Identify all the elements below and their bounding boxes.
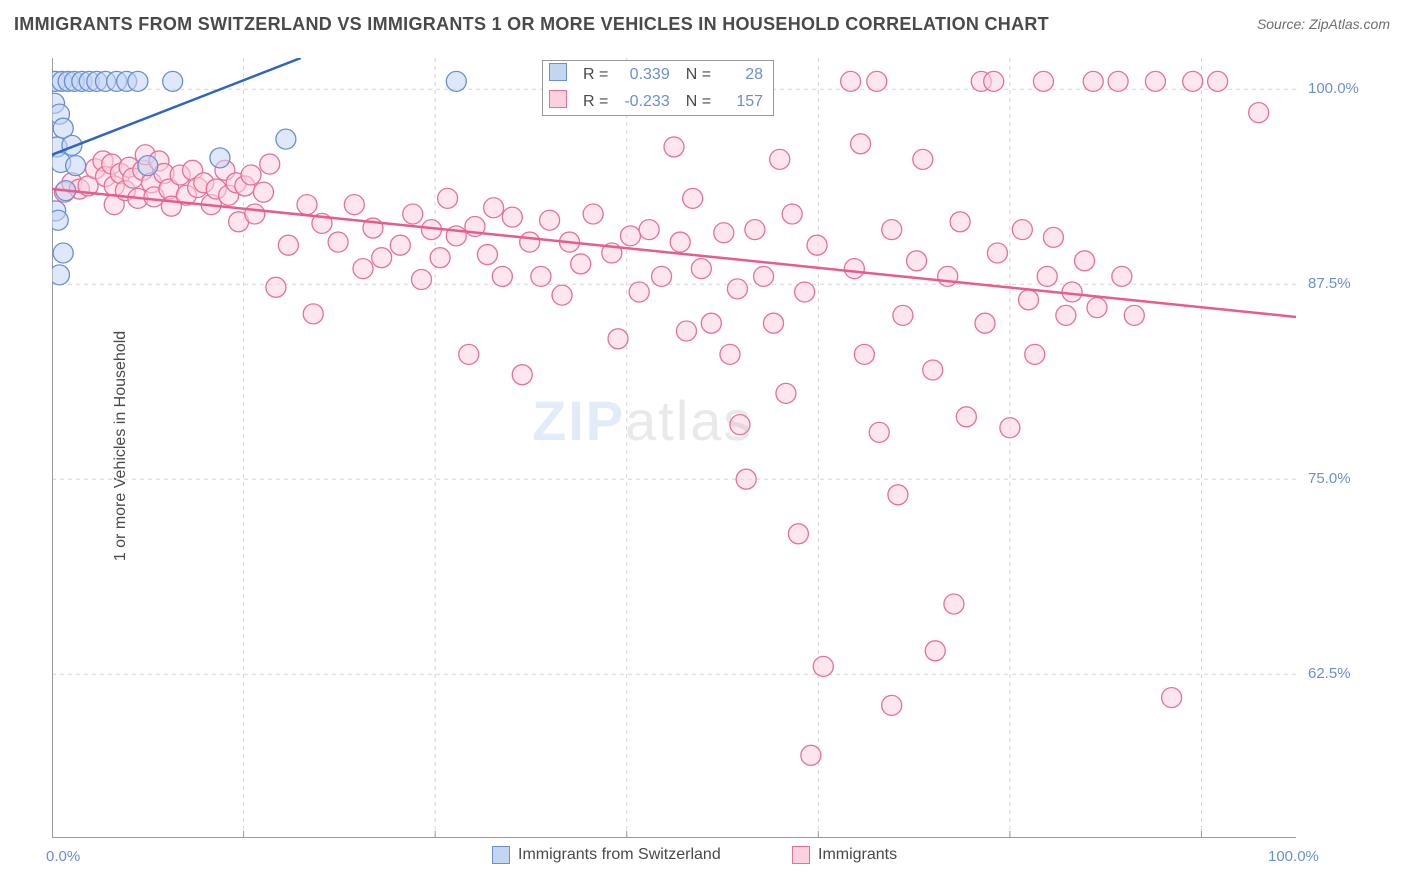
x-tick-label: 0.0%: [46, 848, 80, 865]
legend-r-label: R =: [577, 88, 618, 115]
source-attribution: Source: ZipAtlas.com: [1257, 16, 1390, 32]
bottom-legend-pink: Immigrants: [792, 846, 897, 864]
legend-swatch-pink: [549, 90, 567, 108]
legend-r-label: R =: [577, 61, 618, 88]
legend-swatch-blue: [549, 63, 567, 81]
x-tick-label: 100.0%: [1268, 848, 1319, 865]
correlation-legend: R = 0.339 N = 28 R = -0.233 N = 157: [542, 60, 774, 116]
chart-root: IMMIGRANTS FROM SWITZERLAND VS IMMIGRANT…: [0, 0, 1406, 892]
legend-row-blue: R = 0.339 N = 28: [543, 61, 773, 88]
legend-swatch-blue-icon: [492, 846, 510, 864]
legend-row-pink: R = -0.233 N = 157: [543, 88, 773, 115]
legend-r-value-pink: -0.233: [618, 88, 679, 115]
bottom-legend-blue-label: Immigrants from Switzerland: [518, 846, 721, 864]
legend-n-value-blue: 28: [721, 61, 773, 88]
y-tick-label: 100.0%: [1308, 80, 1359, 97]
legend-n-label: N =: [680, 88, 721, 115]
y-tick-label: 75.0%: [1308, 470, 1351, 487]
y-tick-label: 62.5%: [1308, 665, 1351, 682]
legend-r-value-blue: 0.339: [618, 61, 679, 88]
plot-area: ZIPatlas R = 0.339 N = 28 R = -0.233 N =…: [52, 58, 1296, 838]
legend-n-value-pink: 157: [721, 88, 773, 115]
legend-swatch-pink-icon: [792, 846, 810, 864]
y-tick-label: 87.5%: [1308, 275, 1351, 292]
bottom-legend-blue: Immigrants from Switzerland: [492, 846, 721, 864]
bottom-legend-pink-label: Immigrants: [818, 846, 897, 864]
chart-title: IMMIGRANTS FROM SWITZERLAND VS IMMIGRANT…: [14, 14, 1049, 35]
legend-n-label: N =: [680, 61, 721, 88]
